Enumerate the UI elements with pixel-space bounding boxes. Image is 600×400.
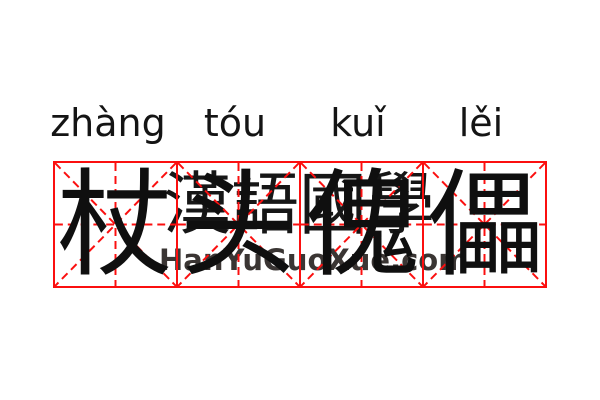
hanzi-character: 杖 [57, 158, 173, 293]
pinyin-syllable: zhàng [50, 101, 166, 145]
hanzi-character: 儡 [428, 158, 544, 293]
stroke-guide-lines-icon [55, 163, 176, 286]
mizige-cell [178, 163, 301, 286]
mizige-cell [55, 163, 178, 286]
mizige-grid [53, 161, 547, 288]
mizige-cell [301, 163, 424, 286]
hanzi-character: 傀 [304, 158, 420, 293]
pinyin-syllable: lěi [458, 101, 504, 145]
hanzi-character: 头 [180, 158, 296, 293]
stroke-guide-lines-icon [301, 163, 422, 286]
pinyin-syllable: tóu [203, 101, 267, 145]
stroke-guide-lines-icon [178, 163, 299, 286]
stroke-guide-lines-icon [424, 163, 545, 286]
mizige-cell [424, 163, 545, 286]
pinyin-syllable: kuǐ [330, 101, 386, 145]
watermark-site-url: HanYuGuoXue.com [159, 243, 469, 277]
